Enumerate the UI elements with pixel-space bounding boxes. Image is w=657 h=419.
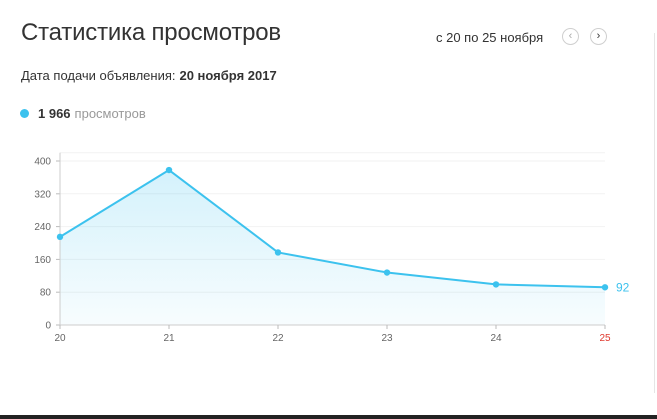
data-point xyxy=(165,166,173,174)
chart-legend: 1 966 просмотров xyxy=(20,106,146,121)
x-tick-label: 24 xyxy=(490,333,502,344)
x-tick-label: 25 xyxy=(599,333,611,344)
page-title: Статистика просмотров xyxy=(21,19,281,46)
series-line xyxy=(59,169,606,289)
panel-divider xyxy=(654,33,655,393)
data-point xyxy=(601,284,609,291)
data-point xyxy=(274,249,282,256)
next-period-button[interactable]: › xyxy=(590,28,607,45)
y-tick-label: 320 xyxy=(34,189,51,200)
y-tick-label: 240 xyxy=(34,222,51,233)
y-tick-label: 400 xyxy=(34,157,51,168)
submission-date-label: Дата подачи объявления: xyxy=(21,68,176,83)
date-range-label: с 20 по 25 ноября xyxy=(436,30,544,45)
x-tick-label: 22 xyxy=(272,333,284,344)
data-point xyxy=(56,233,64,241)
y-tick-label: 160 xyxy=(34,255,51,266)
data-label: 92 xyxy=(616,280,630,294)
y-tick-label: 80 xyxy=(40,288,52,299)
views-unit: просмотров xyxy=(74,106,146,121)
data-point xyxy=(492,281,500,288)
legend-dot-icon xyxy=(20,109,29,118)
data-point xyxy=(383,269,391,276)
x-tick-label: 20 xyxy=(54,333,66,344)
chevron-right-icon: › xyxy=(596,30,601,42)
x-tick-label: 23 xyxy=(381,333,393,344)
chevron-left-icon: ‹ xyxy=(568,30,573,42)
bottom-edge-bar xyxy=(0,415,657,419)
y-tick-label: 0 xyxy=(45,321,51,332)
submission-date: Дата подачи объявления: 20 ноября 2017 xyxy=(21,68,277,83)
series-area xyxy=(60,170,605,325)
submission-date-value: 20 ноября 2017 xyxy=(179,68,277,83)
views-count: 1 966 xyxy=(38,106,71,121)
x-tick-label: 21 xyxy=(163,333,175,344)
prev-period-button[interactable]: ‹ xyxy=(562,28,579,45)
